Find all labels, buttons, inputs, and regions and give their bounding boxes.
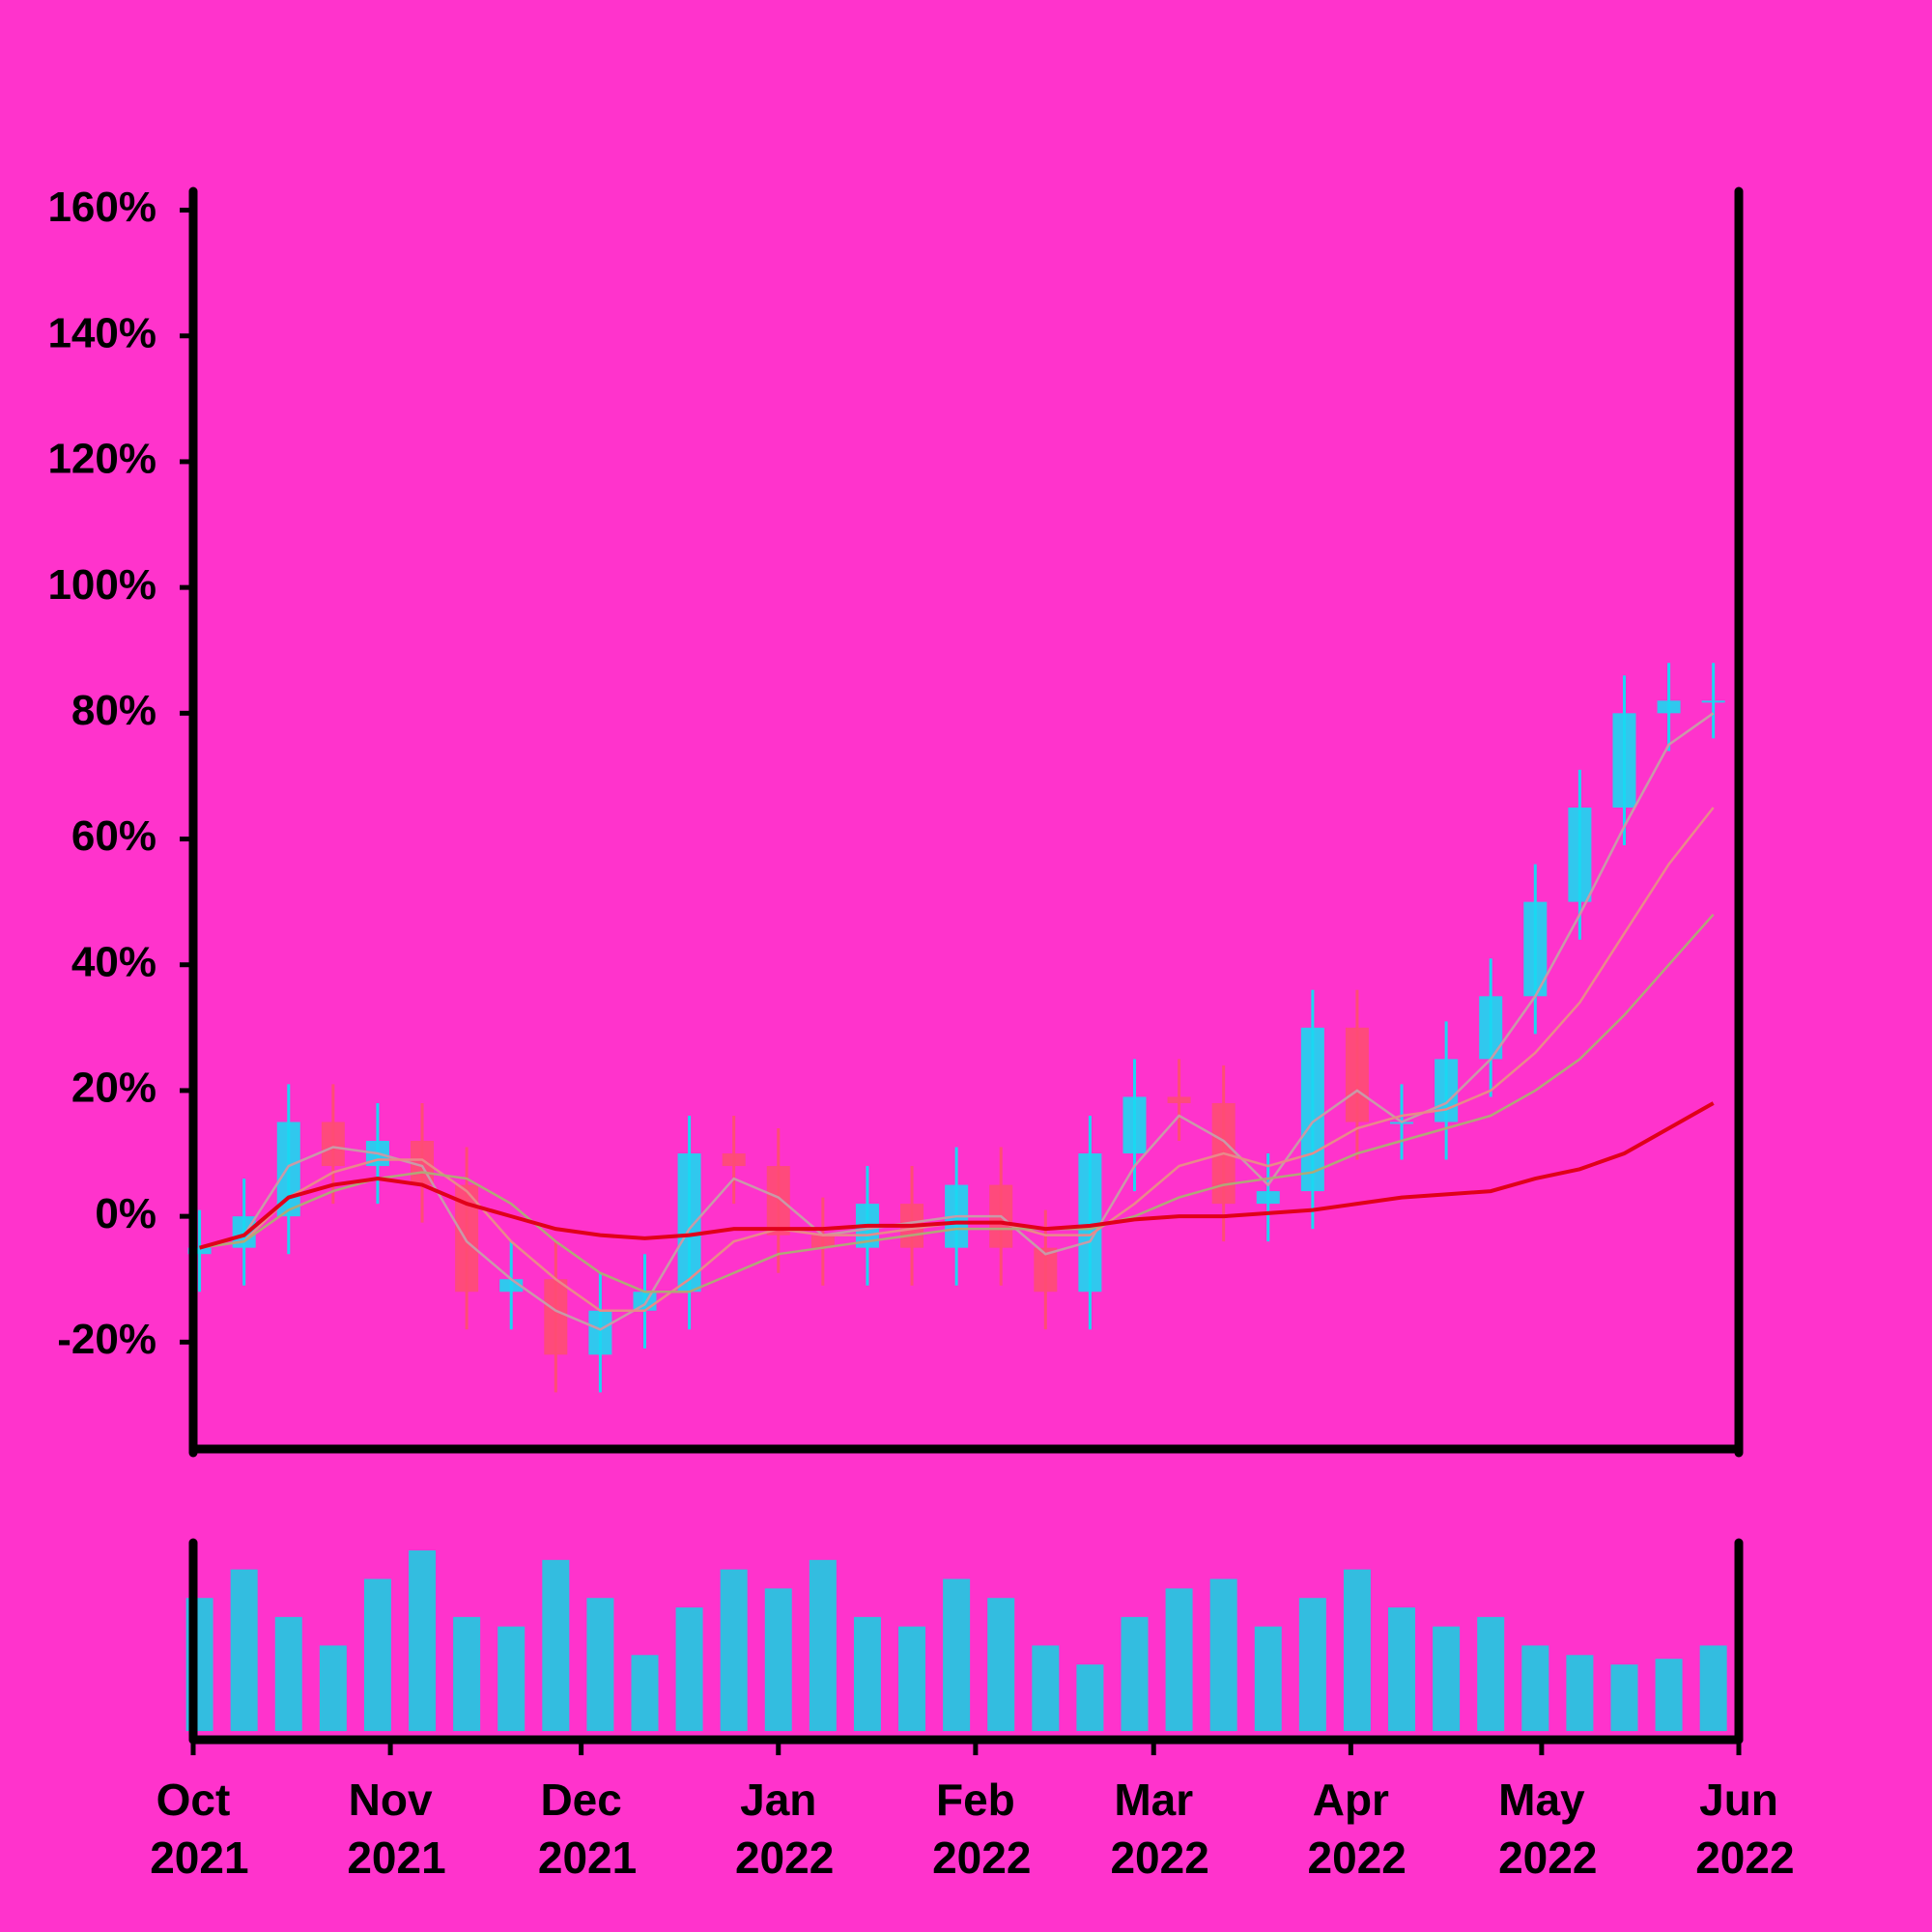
volume-bar (853, 1616, 881, 1731)
volume-bar (1655, 1659, 1683, 1731)
candle-body (187, 1247, 212, 1255)
volume-bar (1298, 1598, 1326, 1731)
x-tick-label-line: Mar (1114, 1775, 1193, 1825)
moving-average-line (199, 913, 1715, 1293)
volume-bar (1699, 1645, 1727, 1731)
x-tick-label-line: 2021 (335, 1833, 446, 1883)
candle-body (1167, 1096, 1191, 1103)
volume-bar (1121, 1616, 1149, 1731)
volume-bar (720, 1569, 748, 1731)
x-tick-label-line: 2021 (526, 1833, 637, 1883)
volume-bar (586, 1598, 614, 1731)
x-tick-label-line: Oct (156, 1775, 231, 1825)
y-tick-label: 20% (71, 1065, 156, 1112)
candle-body (544, 1279, 568, 1355)
x-tick-label-line: 2021 (137, 1833, 248, 1883)
volume-bar (1521, 1645, 1549, 1731)
volume-bar (1610, 1664, 1638, 1731)
volume-bar (764, 1588, 792, 1731)
y-tick-label: 120% (47, 436, 156, 483)
volume-bar (274, 1616, 302, 1731)
volume-bar (1032, 1645, 1060, 1731)
candle-body (1657, 700, 1681, 714)
x-tick-label: Jun 2022 (1683, 1775, 1794, 1883)
x-tick-label-line: Jun (1699, 1775, 1778, 1825)
y-tick-label: 80% (71, 687, 156, 734)
candle-body (766, 1166, 790, 1236)
x-tick-label-line: 2022 (1295, 1833, 1406, 1883)
x-tick-label: Dec 2021 (526, 1775, 637, 1883)
volume-bar (1254, 1626, 1282, 1731)
x-tick-label-line: 2022 (1486, 1833, 1597, 1883)
x-tick-label: Feb 2022 (920, 1775, 1031, 1883)
volume-bar (1477, 1616, 1505, 1731)
x-tick-label-line: May (1498, 1775, 1585, 1825)
volume-bar (319, 1645, 347, 1731)
volume-bar (809, 1559, 837, 1731)
moving-average-line (199, 1101, 1715, 1250)
y-tick-label: 100% (47, 561, 156, 609)
x-tick-label-line: 2022 (920, 1833, 1031, 1883)
volume-bar (1209, 1578, 1237, 1731)
x-tick-label-line: 2022 (723, 1833, 834, 1883)
volume-bar (363, 1578, 391, 1731)
candle-body (1078, 1153, 1102, 1293)
x-tick-label: May 2022 (1486, 1775, 1597, 1883)
volume-bar (230, 1569, 258, 1731)
candle-body (677, 1153, 701, 1293)
y-tick-label: 140% (47, 309, 156, 356)
candle-body (588, 1310, 612, 1355)
x-tick-label-line: 2022 (1098, 1833, 1209, 1883)
candle-body (1612, 713, 1636, 808)
x-tick-label-line: Feb (936, 1775, 1015, 1825)
x-tick-label-line: 2022 (1683, 1833, 1794, 1883)
candle-body (1568, 807, 1592, 902)
volume-bar (1343, 1569, 1371, 1731)
volume-bar (943, 1578, 971, 1731)
x-tick-label-line: Nov (349, 1775, 433, 1825)
candle-body (1300, 1027, 1324, 1192)
volume-bar (1076, 1664, 1104, 1731)
candle-body (276, 1122, 300, 1217)
x-tick-label: Nov 2021 (335, 1775, 446, 1883)
candle-body (1701, 700, 1725, 703)
volume-bar (1388, 1607, 1416, 1731)
y-tick-label: 160% (47, 184, 156, 231)
volume-bar (409, 1550, 437, 1731)
y-tick-label: 40% (71, 938, 156, 985)
y-tick-label: 0% (95, 1190, 156, 1237)
x-tick-label-line: Apr (1313, 1775, 1389, 1825)
candle-body (810, 1235, 835, 1248)
x-tick-label: Oct 2021 (137, 1775, 248, 1883)
x-tick-label: Jan 2022 (723, 1775, 834, 1883)
x-tick-label-line: Dec (540, 1775, 621, 1825)
volume-bar (1165, 1588, 1193, 1731)
y-tick-label: -20% (57, 1316, 156, 1363)
volume-bar (1433, 1626, 1461, 1731)
volume-bar (497, 1626, 526, 1731)
candle-body (1256, 1191, 1280, 1205)
x-tick-label: Mar 2022 (1098, 1775, 1209, 1883)
volume-bar (453, 1616, 481, 1731)
candle-body (1345, 1027, 1369, 1122)
x-tick-label: Apr 2022 (1295, 1775, 1406, 1883)
candle-body (321, 1122, 345, 1167)
y-tick-label: 60% (71, 812, 156, 860)
volume-bar (1566, 1655, 1594, 1731)
moving-average-line (199, 712, 1715, 1331)
volume-bar (631, 1655, 659, 1731)
volume-bar (542, 1559, 570, 1731)
candle-body (1435, 1059, 1459, 1122)
volume-bar (898, 1626, 926, 1731)
candle-body (1122, 1096, 1147, 1154)
volume-bar (675, 1607, 703, 1731)
x-tick-label-line: Jan (740, 1775, 816, 1825)
volume-bar (987, 1598, 1015, 1731)
candle-body (722, 1153, 746, 1167)
